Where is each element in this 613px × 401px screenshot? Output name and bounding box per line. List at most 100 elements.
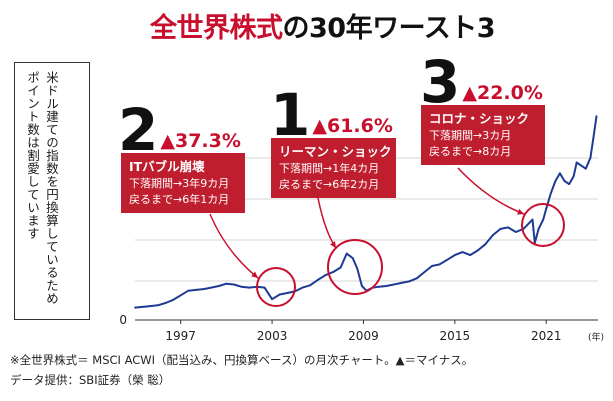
- data-point-62: [559, 172, 561, 175]
- data-point-52: [514, 231, 517, 233]
- footnote: ※全世界株式＝ MSCI ACWI（配当込み、円換算ベース）の月次チャート。▲＝…: [10, 353, 474, 367]
- x-tick-label-1: 2003: [257, 329, 288, 343]
- callout-corona-head: コロナ・ショック: [429, 111, 530, 126]
- data-point-54: [528, 221, 531, 224]
- callout-corona-line1: 下落期間→3カ月: [429, 129, 512, 142]
- data-point-39: [415, 277, 418, 280]
- price-line: [134, 116, 598, 309]
- arrow-it-bubble: [209, 213, 259, 279]
- data-point-18: [271, 298, 273, 301]
- data-point-1: [141, 306, 144, 308]
- data-point-11: [217, 285, 220, 287]
- data-point-48: [484, 243, 487, 246]
- data-point-6: [179, 294, 182, 297]
- callout-corona-line2: 戻るまで→8カ月: [429, 145, 512, 158]
- callout-it-bubble-line1: 下落期間→3年9カ月: [129, 177, 230, 190]
- data-point-64: [568, 183, 570, 186]
- data-point-28: [345, 252, 348, 255]
- data-credit: データ提供：SBI証券（榮 聡）: [10, 373, 171, 387]
- rank-1-percent: ▲61.6%: [312, 115, 393, 137]
- data-point-45: [461, 251, 464, 254]
- data-point-19: [278, 293, 281, 296]
- data-point-34: [377, 285, 380, 288]
- callout-lehman-head: リーマン・ショック: [279, 144, 392, 159]
- data-point-29: [351, 257, 354, 260]
- data-point-38: [408, 280, 410, 283]
- data-point-36: [393, 283, 395, 286]
- callout-lehman-line2: 戻るまで→6年2カ月: [279, 178, 380, 191]
- data-point-68: [584, 167, 587, 170]
- callout-corona: コロナ・ショック 下落期間→3カ月 戻るまで→8カ月: [421, 105, 545, 165]
- data-point-46: [469, 254, 471, 256]
- data-point-61: [554, 180, 557, 182]
- rank-2-percent: ▲37.3%: [160, 130, 241, 152]
- arrow-corona-head: [517, 208, 524, 215]
- data-point-58: [542, 218, 545, 221]
- data-point-44: [453, 254, 456, 256]
- note-box: 米ドル建ての指数を円換算しているため ポイント数は割愛しています: [14, 62, 90, 320]
- rank-3-percent: ▲22.0%: [462, 82, 543, 104]
- data-point-42: [438, 263, 441, 266]
- highlight-lehman: [327, 239, 383, 295]
- data-point-27: [339, 266, 342, 269]
- data-point-7: [187, 289, 190, 292]
- data-point-2: [149, 305, 152, 307]
- data-point-31: [361, 285, 363, 287]
- data-point-67: [580, 164, 583, 167]
- data-point-65: [572, 175, 575, 178]
- data-point-9: [202, 288, 205, 290]
- arrow-corona: [457, 167, 525, 215]
- x-tick-label-4: 2021: [531, 329, 562, 343]
- data-point-55: [531, 218, 534, 221]
- rank-3-group: 3 ▲22.0%: [420, 48, 543, 116]
- data-point-17: [263, 286, 266, 289]
- data-point-51: [507, 226, 509, 229]
- callout-lehman-line1: 下落期間→1年4カ月: [279, 162, 380, 175]
- data-point-0: [134, 306, 136, 309]
- rank-3-number: 3: [420, 48, 460, 116]
- data-point-25: [324, 274, 327, 277]
- data-point-43: [446, 258, 449, 261]
- data-point-3: [156, 304, 159, 307]
- data-point-30: [356, 268, 359, 270]
- note-line-1: 米ドル建ての指数を円換算しているため: [44, 71, 59, 305]
- rank-2-group: 2 ▲37.3%: [118, 96, 241, 164]
- highlight-corona: [521, 203, 565, 247]
- highlight-it-bubble: [256, 267, 296, 307]
- data-point-5: [172, 299, 175, 301]
- data-point-40: [423, 271, 426, 273]
- data-point-20: [286, 292, 289, 294]
- data-point-47: [476, 249, 479, 252]
- data-point-10: [210, 286, 213, 289]
- data-point-35: [385, 285, 388, 287]
- data-point-57: [537, 228, 540, 230]
- data-point-12: [225, 282, 228, 285]
- x-tick-label-2: 2009: [348, 329, 379, 343]
- data-point-23: [309, 284, 311, 287]
- data-point-24: [316, 279, 319, 281]
- data-point-49: [492, 234, 494, 237]
- data-point-60: [549, 192, 552, 195]
- x-axis-unit: (年): [588, 331, 604, 343]
- data-point-13: [233, 283, 235, 286]
- chart-title: 全世界株式の30年ワースト3: [150, 6, 496, 45]
- callout-it-bubble: ITバブル崩壊 下落期間→3年9カ月 戻るまで→6年1カ月: [121, 153, 245, 213]
- title-black: の30年ワースト3: [282, 13, 496, 44]
- data-point-4: [164, 302, 167, 304]
- rank-2-number: 2: [118, 96, 158, 164]
- data-point-14: [240, 285, 243, 288]
- y-tick-label: 0: [119, 313, 127, 327]
- data-point-41: [431, 265, 433, 267]
- x-tick-label-3: 2015: [440, 329, 471, 343]
- data-point-70: [592, 136, 595, 139]
- data-point-66: [575, 161, 578, 164]
- title-red: 全世界株式: [150, 13, 283, 44]
- arrow-it-bubble-head: [251, 271, 258, 278]
- data-point-59: [545, 207, 548, 210]
- callout-lehman: リーマン・ショック 下落期間→1年4カ月 戻るまで→6年2カ月: [271, 138, 396, 198]
- rank-1-group: 1 ▲61.6%: [270, 86, 393, 144]
- data-point-37: [400, 282, 403, 284]
- data-point-69: [589, 157, 592, 159]
- callout-it-bubble-head: ITバブル崩壊: [129, 159, 205, 174]
- data-point-71: [595, 115, 598, 118]
